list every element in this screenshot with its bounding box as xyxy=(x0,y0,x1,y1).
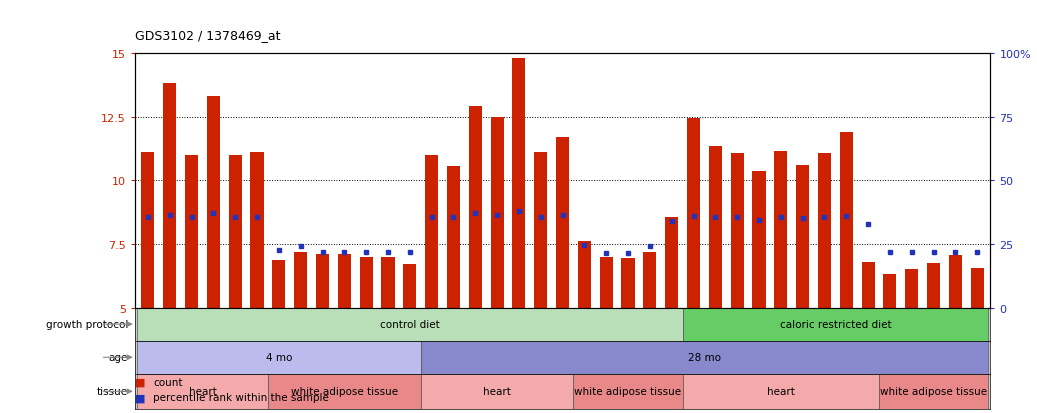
Text: GDS3102 / 1378469_at: GDS3102 / 1378469_at xyxy=(135,29,280,42)
Bar xyxy=(731,154,744,308)
Bar xyxy=(796,166,809,308)
Text: caloric restricted diet: caloric restricted diet xyxy=(780,319,891,329)
Bar xyxy=(775,152,787,308)
Text: heart: heart xyxy=(189,387,217,396)
Text: percentile rank within the sample: percentile rank within the sample xyxy=(153,392,330,402)
Bar xyxy=(403,265,416,308)
Bar xyxy=(251,153,263,308)
Bar xyxy=(137,341,421,374)
Bar xyxy=(273,261,285,308)
Bar xyxy=(573,374,682,409)
Text: white adipose tissue: white adipose tissue xyxy=(880,387,987,396)
Text: 4 mo: 4 mo xyxy=(265,352,292,362)
Bar xyxy=(621,258,635,308)
Bar xyxy=(879,374,988,409)
Bar xyxy=(360,257,372,308)
Bar xyxy=(421,341,988,374)
Bar xyxy=(137,308,682,341)
Bar xyxy=(927,263,941,308)
Bar xyxy=(686,119,700,308)
Bar xyxy=(338,254,351,308)
Bar xyxy=(682,374,879,409)
Text: heart: heart xyxy=(483,387,511,396)
Bar xyxy=(578,242,591,308)
Bar xyxy=(268,374,421,409)
Text: tissue: tissue xyxy=(96,387,128,396)
Bar xyxy=(512,59,526,308)
Bar xyxy=(665,218,678,308)
Bar xyxy=(491,117,504,308)
Bar xyxy=(141,153,155,308)
Text: white adipose tissue: white adipose tissue xyxy=(290,387,398,396)
Bar xyxy=(137,374,268,409)
Bar xyxy=(840,133,852,308)
Bar xyxy=(556,138,569,308)
Text: ■: ■ xyxy=(135,392,145,402)
Text: white adipose tissue: white adipose tissue xyxy=(574,387,681,396)
Bar xyxy=(228,155,242,308)
Bar xyxy=(753,172,765,308)
Bar xyxy=(884,275,897,308)
Bar xyxy=(534,153,548,308)
Text: ■: ■ xyxy=(135,377,145,387)
Bar xyxy=(447,167,460,308)
Text: control diet: control diet xyxy=(380,319,440,329)
Bar xyxy=(206,97,220,308)
Bar xyxy=(295,252,307,308)
Bar xyxy=(905,270,919,308)
Bar xyxy=(185,155,198,308)
Text: count: count xyxy=(153,377,183,387)
Bar xyxy=(316,254,329,308)
Bar xyxy=(818,154,831,308)
Bar xyxy=(599,257,613,308)
Text: age: age xyxy=(109,352,128,362)
Bar xyxy=(421,374,573,409)
Bar xyxy=(682,308,988,341)
Bar xyxy=(971,268,984,308)
Text: growth protocol: growth protocol xyxy=(46,319,128,329)
Text: heart: heart xyxy=(767,387,794,396)
Bar xyxy=(163,84,176,308)
Bar xyxy=(469,107,482,308)
Bar xyxy=(425,155,439,308)
Text: 28 mo: 28 mo xyxy=(688,352,721,362)
Bar xyxy=(949,256,962,308)
Bar xyxy=(709,147,722,308)
Bar xyxy=(862,262,874,308)
Bar xyxy=(382,257,394,308)
Bar xyxy=(643,252,656,308)
